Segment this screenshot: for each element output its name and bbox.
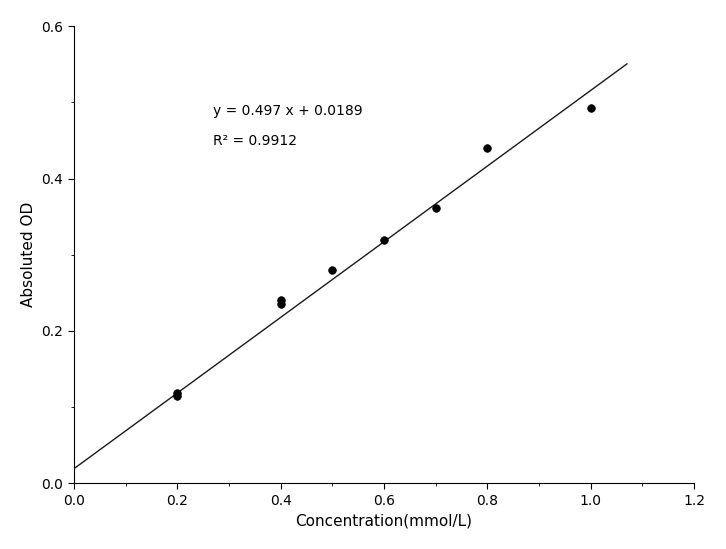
Text: y = 0.497 x + 0.0189: y = 0.497 x + 0.0189 xyxy=(213,104,363,117)
X-axis label: Concentration(mmol/L): Concentration(mmol/L) xyxy=(295,513,473,528)
Point xyxy=(171,391,183,400)
Point xyxy=(327,266,338,274)
Y-axis label: Absoluted OD: Absoluted OD xyxy=(21,202,36,307)
Text: R² = 0.9912: R² = 0.9912 xyxy=(213,134,298,148)
Point xyxy=(274,300,286,309)
Point xyxy=(171,389,183,397)
Point xyxy=(274,296,286,305)
Point xyxy=(378,235,390,244)
Point xyxy=(481,144,493,153)
Point xyxy=(585,103,597,112)
Point xyxy=(430,203,441,212)
